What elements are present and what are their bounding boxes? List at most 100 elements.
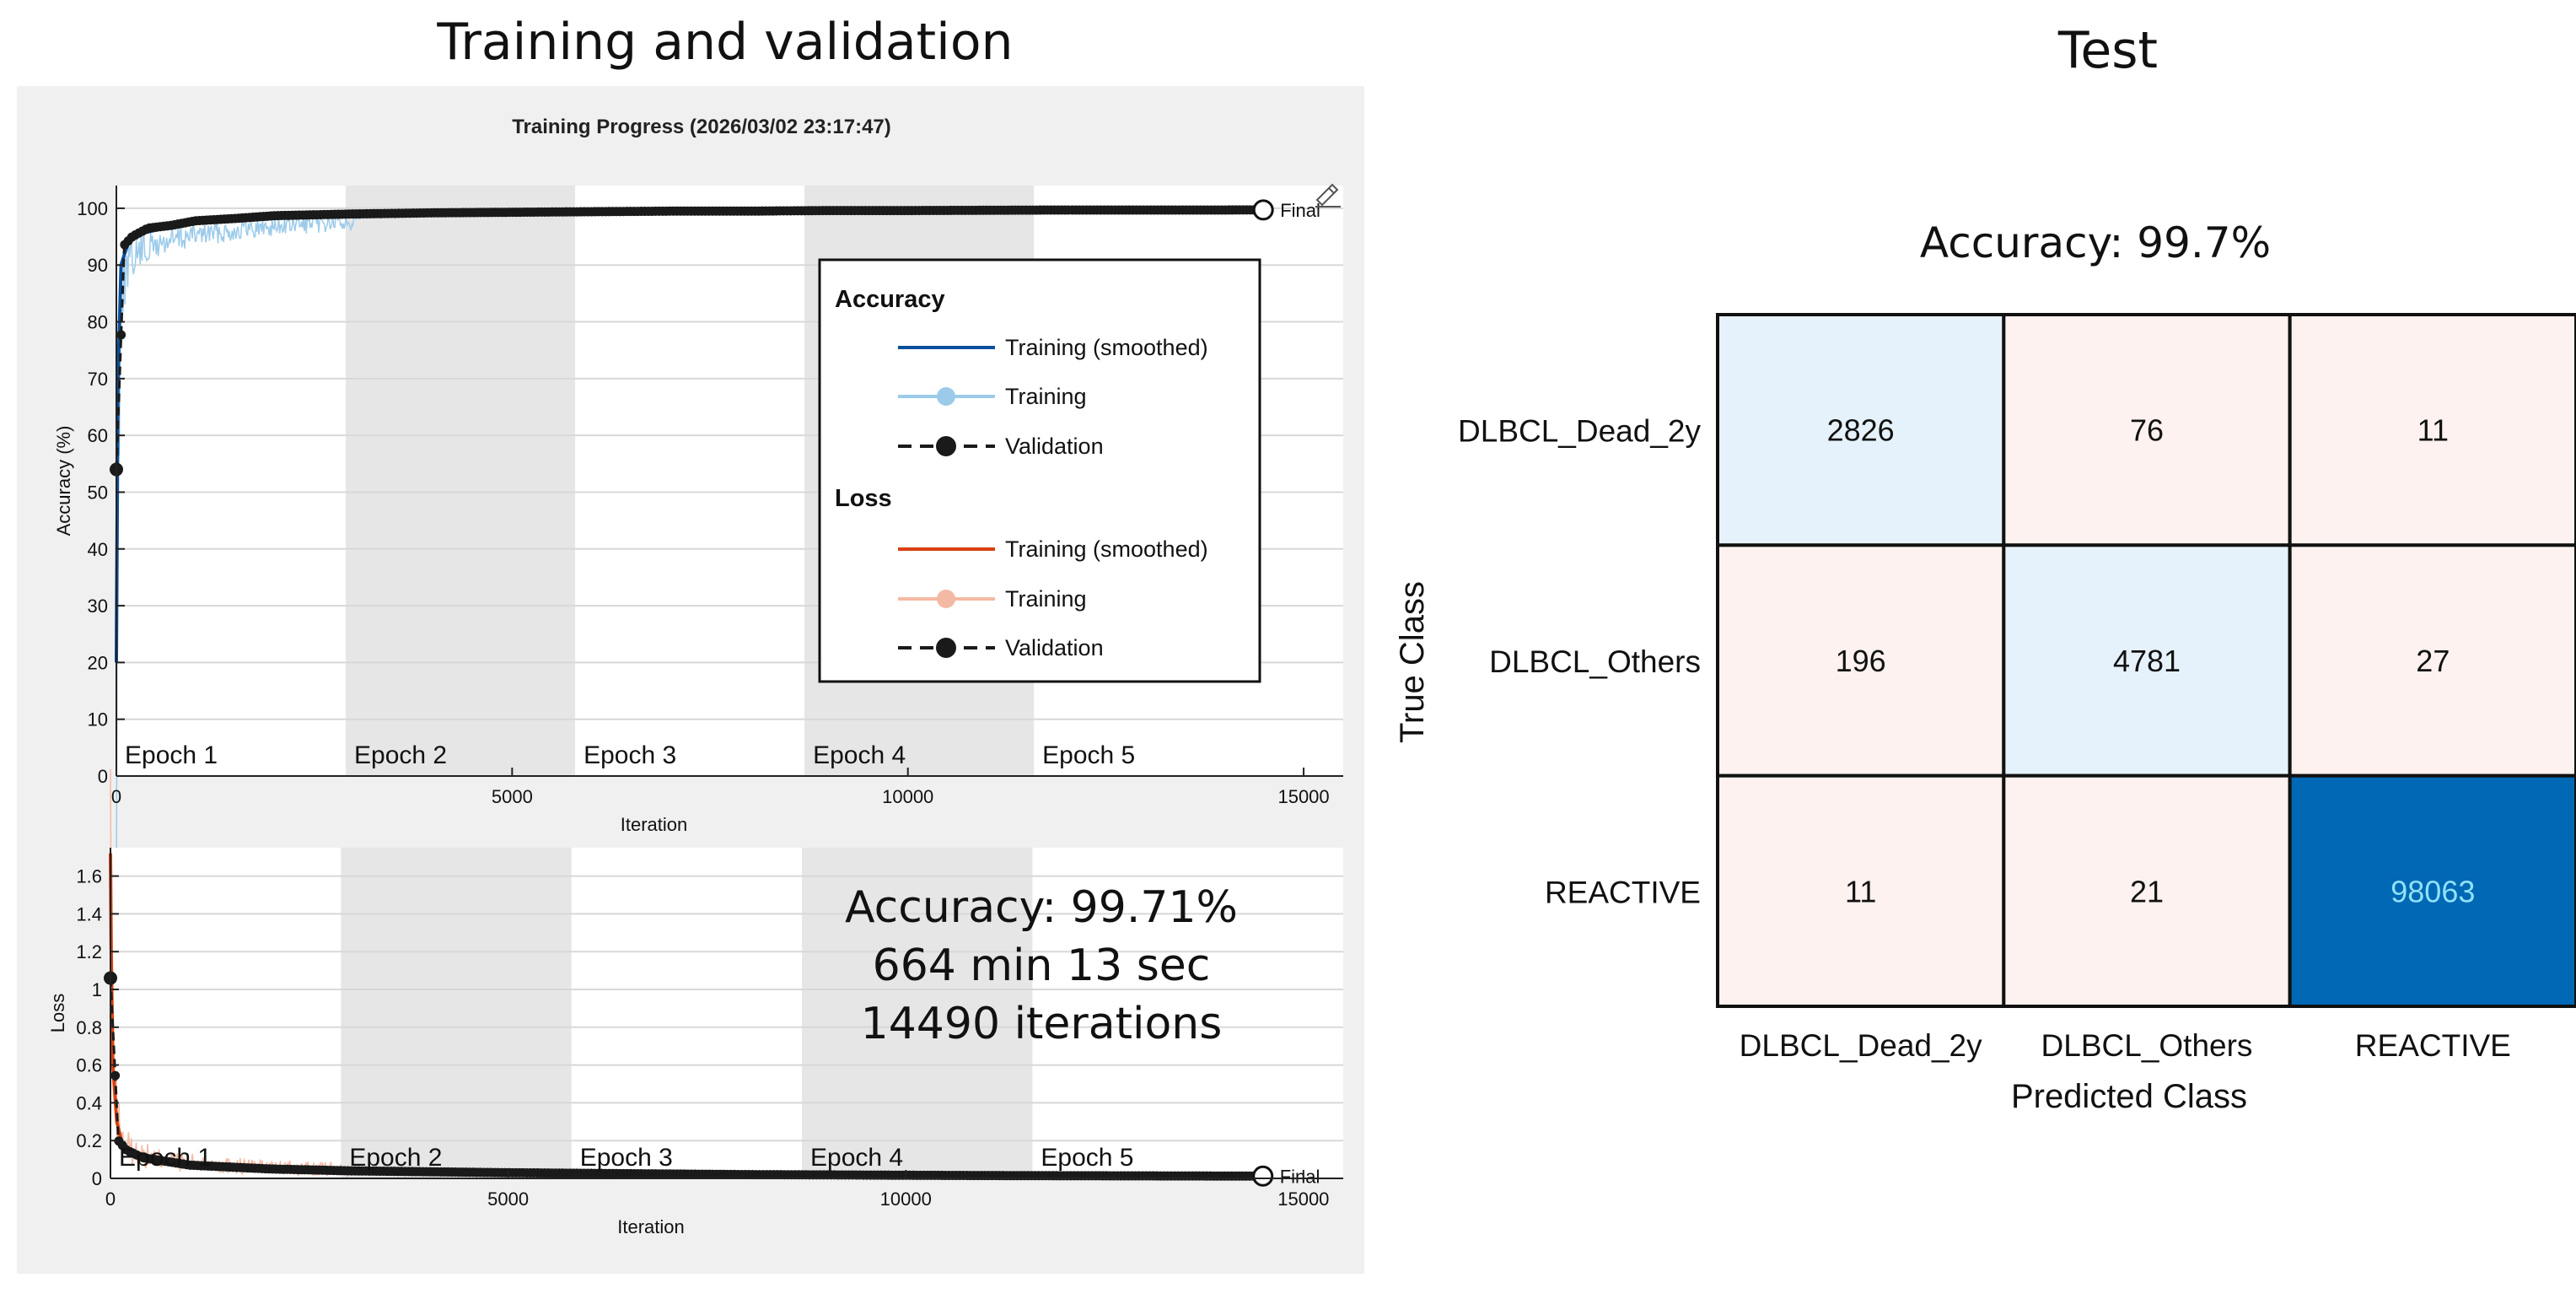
cm-col-label-2: REACTIVE: [2355, 1028, 2511, 1063]
loss-final-marker: [1252, 1165, 1274, 1187]
acc-x-tick-label-1: 5000: [492, 786, 533, 807]
acc-y-tick-label-2: 20: [88, 652, 108, 673]
acc-y-tick-label-3: 30: [88, 596, 108, 617]
acc-epoch-label-4: Epoch 4: [813, 741, 906, 769]
loss-y-tick-label-3: 0.6: [76, 1055, 102, 1076]
acc-y-tick-label-5: 50: [88, 482, 108, 503]
cm-cell-1-1: [2002, 543, 2292, 778]
legend-loss-validation-label: Validation: [1005, 635, 1104, 660]
acc-epoch-label-5: Epoch 5: [1042, 741, 1135, 769]
acc-epoch-label-3: Epoch 3: [583, 741, 676, 769]
loss-y-tick-label-6: 1.2: [76, 941, 102, 962]
legend-box: [818, 258, 1261, 683]
cm-cell-value-1-2: 27: [2416, 644, 2450, 678]
loss-validation-point: [110, 1070, 121, 1081]
cm-cell-value-0-1: 76: [2130, 413, 2164, 448]
cm-cell-value-1-0: 196: [1836, 644, 1886, 678]
acc-final-marker: [1252, 199, 1274, 221]
loss-plot: Final 0 5000 10000 15000 0 0.2 0.4 0.6 0.8 1 1.2 1.…: [47, 768, 1343, 1237]
confusion-matrix-title: Accuracy: 99.7%: [1920, 218, 2271, 267]
left-heading: Training and validation: [436, 13, 1013, 72]
loss-ylabel: Loss: [47, 994, 68, 1032]
loss-y-tick-label-5: 1: [92, 979, 102, 1000]
legend-acc-validation-label: Validation: [1005, 434, 1104, 459]
loss-y-tick-label-4: 0.8: [76, 1017, 102, 1038]
training-progress-title: Training Progress (2026/03/02 23:17:47): [512, 116, 891, 138]
loss-x-tick-label-0: 0: [105, 1189, 116, 1210]
legend-loss-training-marker: [937, 590, 955, 608]
legend-loss-validation-marker: [936, 638, 956, 658]
cm-row-label-1: DLBCL_Others: [1489, 644, 1701, 679]
acc-y-tick-label-9: 90: [88, 255, 108, 276]
loss-x-tick-label-1: 5000: [487, 1189, 529, 1210]
cm-col-label-1: DLBCL_Others: [2041, 1028, 2253, 1063]
loss-y-tick-label-8: 1.6: [76, 866, 102, 887]
loss-plot-background: [110, 848, 1343, 1178]
cm-xlabel: Predicted Class: [2011, 1078, 2247, 1115]
acc-x-tick-label-0: 0: [111, 786, 121, 807]
loss-epoch-shade-4: [802, 848, 1033, 1178]
acc-y-tick-label-0: 0: [98, 766, 108, 787]
cm-cell-value-0-0: 2826: [1827, 413, 1895, 448]
training-legend: Accuracy Training (smoothed) Training Va…: [818, 258, 1261, 683]
loss-y-tick-label-1: 0.2: [76, 1130, 102, 1151]
loss-y-tick-label-0: 0: [92, 1168, 102, 1189]
acc-x-tick-label-2: 10000: [882, 786, 933, 807]
acc-ylabel: Accuracy (%): [53, 426, 74, 536]
loss-final-label: Final: [1280, 1166, 1320, 1187]
acc-epoch-shade-2: [346, 186, 576, 776]
loss-y-tick-label-2: 0.4: [76, 1092, 102, 1113]
cm-cell-0-0: [1716, 313, 2006, 547]
loss-xlabel: Iteration: [617, 1216, 685, 1237]
summary-iterations: 14490 iterations: [861, 999, 1223, 1049]
legend-loss-training-label: Training: [1005, 586, 1087, 612]
loss-epoch-label-1: Epoch 1: [119, 1144, 212, 1172]
acc-epoch-label-2: Epoch 2: [354, 741, 447, 769]
acc-y-tick-label-4: 40: [88, 539, 108, 560]
acc-final-label: Final: [1280, 200, 1320, 221]
training-summary: Accuracy: 99.71% 664 min 13 sec 14490 it…: [845, 882, 1238, 1049]
legend-acc-smoothed-label: Training (smoothed): [1005, 335, 1208, 360]
acc-y-tick-label-10: 100: [77, 198, 108, 219]
loss-x-tick-label-3: 15000: [1277, 1189, 1329, 1210]
cm-row-label-2: REACTIVE: [1545, 875, 1701, 909]
acc-y-tick-label-7: 70: [88, 369, 108, 390]
loss-epoch-shade-2: [341, 848, 572, 1178]
cm-cell-value-1-1: 4781: [2113, 644, 2181, 678]
cm-row-label-0: DLBCL_Dead_2y: [1458, 414, 1701, 449]
cm-cell-2-2: [2288, 773, 2576, 1009]
acc-xlabel: Iteration: [621, 814, 688, 835]
summary-duration: 664 min 13 sec: [873, 941, 1211, 991]
legend-acc-training-label: Training: [1005, 384, 1087, 409]
cm-cell-0-2: [2288, 313, 2576, 547]
cm-cell-value-0-2: 11: [2417, 413, 2449, 448]
legend-acc-training-marker: [937, 387, 955, 406]
cm-cell-2-0: [1716, 773, 2006, 1009]
loss-epoch-label-5: Epoch 5: [1041, 1144, 1133, 1172]
acc-y-tick-label-1: 10: [88, 709, 108, 730]
acc-validation-point: [116, 330, 126, 340]
summary-accuracy: Accuracy: 99.71%: [845, 882, 1238, 933]
cm-cell-value-2-0: 11: [1845, 874, 1876, 908]
acc-y-tick-label-8: 80: [88, 312, 108, 333]
acc-y-tick-label-6: 60: [88, 425, 108, 446]
loss-y-tick-label-7: 1.4: [76, 903, 102, 924]
legend-loss-title: Loss: [835, 485, 892, 512]
cm-ylabel: True Class: [1394, 581, 1431, 743]
cm-cell-value-2-2: 98063: [2390, 874, 2475, 908]
legend-accuracy-title: Accuracy: [835, 286, 945, 313]
confusion-matrix: Accuracy: 99.7% 2826 76 11 196 4781 27 11 21 980…: [1394, 218, 2576, 1115]
legend-loss-smoothed-label: Training (smoothed): [1005, 536, 1208, 562]
acc-epoch-label-1: Epoch 1: [125, 741, 218, 769]
loss-x-tick-label-2: 10000: [880, 1189, 932, 1210]
legend-acc-validation-marker: [936, 436, 956, 456]
cm-cell-value-2-1: 21: [2130, 874, 2164, 908]
loss-epoch-label-3: Epoch 3: [580, 1144, 673, 1172]
cm-col-label-0: DLBCL_Dead_2y: [1740, 1028, 1982, 1063]
right-heading: Test: [2057, 21, 2158, 80]
acc-x-tick-label-3: 15000: [1277, 786, 1329, 807]
export-plot-icon[interactable]: [1315, 183, 1341, 208]
loss-epoch-label-2: Epoch 2: [349, 1144, 442, 1172]
loss-epoch-label-4: Epoch 4: [810, 1144, 903, 1172]
